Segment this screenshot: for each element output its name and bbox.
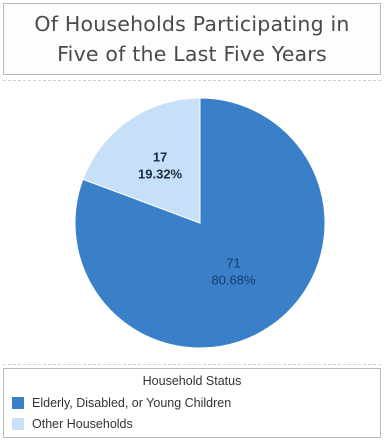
chart-title-box: Of Households Participating in Five of t… [3,3,381,75]
legend-swatch-elderly [12,397,24,409]
pie-chart: 71 80.68% 17 19.32% [74,97,326,349]
legend-label-other: Other Households [32,417,133,431]
legend-item-elderly: Elderly, Disabled, or Young Children [12,395,231,411]
slice-percent-label-other: 19.32% [138,167,183,182]
legend-title: Household Status [142,374,242,388]
pie-slice-elderly [74,97,326,349]
legend-swatch-other [12,418,24,430]
slice-percent-label-elderly: 80.68% [211,272,256,287]
slice-value-label-other: 17 [153,150,167,165]
legend-item-other: Other Households [12,416,133,432]
chart-title: Of Households Participating in Five of t… [34,12,350,66]
legend-label-elderly: Elderly, Disabled, or Young Children [32,396,232,410]
legend: Household Status Elderly, Disabled, or Y… [3,368,381,438]
pie-chart-area: 71 80.68% 17 19.32% [3,80,381,365]
slice-value-label-elderly: 71 [226,255,240,270]
pie-slice-other [82,97,201,224]
